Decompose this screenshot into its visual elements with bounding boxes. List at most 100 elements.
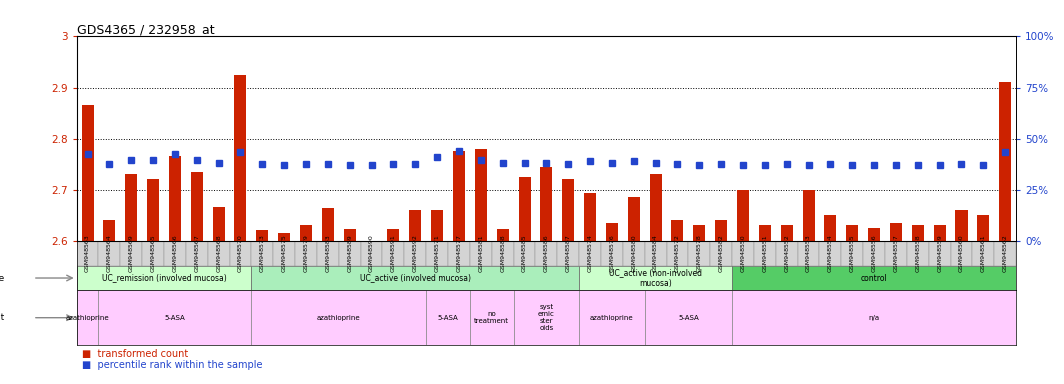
Bar xyxy=(404,241,427,266)
Bar xyxy=(868,228,880,241)
Bar xyxy=(492,241,514,266)
Text: GSM948564: GSM948564 xyxy=(106,234,112,272)
Text: GSM948568: GSM948568 xyxy=(216,234,221,272)
Bar xyxy=(77,290,99,345)
Bar xyxy=(186,241,207,266)
Bar xyxy=(846,225,859,241)
Bar xyxy=(584,193,596,241)
Bar xyxy=(994,241,1016,266)
Text: GSM948573: GSM948573 xyxy=(260,234,265,272)
Text: azathioprine: azathioprine xyxy=(317,315,361,321)
Text: GSM948585: GSM948585 xyxy=(522,234,527,272)
Text: syst
emic
ster
oids: syst emic ster oids xyxy=(538,304,554,331)
Bar xyxy=(382,241,404,266)
Bar xyxy=(754,241,776,266)
Bar xyxy=(885,241,907,266)
Text: no
treatment: no treatment xyxy=(475,311,510,324)
Bar xyxy=(622,241,645,266)
Bar xyxy=(711,241,732,266)
Bar xyxy=(694,225,705,241)
Text: GSM948562: GSM948562 xyxy=(1002,234,1008,272)
Bar xyxy=(169,156,181,241)
Bar xyxy=(207,241,230,266)
Bar xyxy=(126,174,137,241)
Text: GDS4365 / 232958_at: GDS4365 / 232958_at xyxy=(77,23,214,36)
Text: GSM948569: GSM948569 xyxy=(129,234,134,272)
Bar xyxy=(579,266,732,290)
Bar xyxy=(759,225,770,241)
Bar xyxy=(562,179,575,241)
Bar xyxy=(819,241,842,266)
Bar xyxy=(278,233,290,241)
Text: disease state: disease state xyxy=(0,273,4,283)
Bar xyxy=(715,220,727,241)
Bar xyxy=(601,241,622,266)
Bar xyxy=(470,241,492,266)
Bar xyxy=(802,190,815,241)
Bar xyxy=(933,225,946,241)
Text: GSM948575: GSM948575 xyxy=(282,234,286,272)
Text: GSM948586: GSM948586 xyxy=(544,234,549,272)
Bar xyxy=(387,229,399,241)
Text: GSM948555: GSM948555 xyxy=(850,234,854,272)
Bar xyxy=(732,290,1016,345)
Bar xyxy=(147,179,160,241)
Bar xyxy=(688,241,711,266)
Bar xyxy=(912,225,924,241)
Text: GSM948560: GSM948560 xyxy=(959,234,964,272)
Text: GSM948561: GSM948561 xyxy=(981,234,986,272)
Bar xyxy=(230,241,251,266)
Bar xyxy=(427,241,448,266)
Bar xyxy=(453,151,465,241)
Text: GSM948567: GSM948567 xyxy=(195,234,199,272)
Bar xyxy=(322,209,334,241)
Bar xyxy=(514,241,535,266)
Text: GSM948584: GSM948584 xyxy=(653,234,659,272)
Bar xyxy=(732,241,754,266)
Bar xyxy=(671,220,683,241)
Bar xyxy=(514,290,579,345)
Bar xyxy=(929,241,950,266)
Text: GSM948558: GSM948558 xyxy=(915,234,920,272)
Text: UC_active (non-involved
mucosa): UC_active (non-involved mucosa) xyxy=(609,268,702,288)
Bar xyxy=(317,241,338,266)
Bar xyxy=(628,197,639,241)
Bar xyxy=(972,241,994,266)
Text: GSM948556: GSM948556 xyxy=(871,234,877,272)
Text: ■  percentile rank within the sample: ■ percentile rank within the sample xyxy=(82,360,263,370)
Bar xyxy=(579,290,645,345)
Text: UC_remission (involved mucosa): UC_remission (involved mucosa) xyxy=(102,273,227,283)
Bar xyxy=(518,177,531,241)
Text: GSM948581: GSM948581 xyxy=(479,234,483,272)
Bar xyxy=(950,241,972,266)
Text: GSM948563: GSM948563 xyxy=(85,234,90,272)
Bar xyxy=(558,241,579,266)
Text: GSM948571: GSM948571 xyxy=(434,234,439,272)
Text: control: control xyxy=(861,273,887,283)
Bar xyxy=(605,223,618,241)
Bar xyxy=(541,167,552,241)
Bar xyxy=(190,172,203,241)
Bar xyxy=(431,210,443,241)
Bar xyxy=(344,229,355,241)
Text: azathioprine: azathioprine xyxy=(591,315,634,321)
Bar xyxy=(732,266,1016,290)
Bar xyxy=(99,241,120,266)
Bar xyxy=(842,241,863,266)
Bar xyxy=(798,241,819,266)
Bar xyxy=(164,241,186,266)
Bar xyxy=(497,229,509,241)
Text: GSM948550: GSM948550 xyxy=(741,234,746,272)
Bar xyxy=(361,241,382,266)
Text: GSM948590: GSM948590 xyxy=(369,234,375,272)
Text: GSM948583: GSM948583 xyxy=(326,234,331,272)
Bar xyxy=(535,241,558,266)
Bar xyxy=(103,220,115,241)
Bar xyxy=(99,290,251,345)
Text: GSM948576: GSM948576 xyxy=(610,234,614,272)
Text: GSM948557: GSM948557 xyxy=(894,234,898,272)
Bar xyxy=(645,241,666,266)
Text: GSM948572: GSM948572 xyxy=(675,234,680,272)
Bar xyxy=(295,241,317,266)
Bar xyxy=(955,210,967,241)
